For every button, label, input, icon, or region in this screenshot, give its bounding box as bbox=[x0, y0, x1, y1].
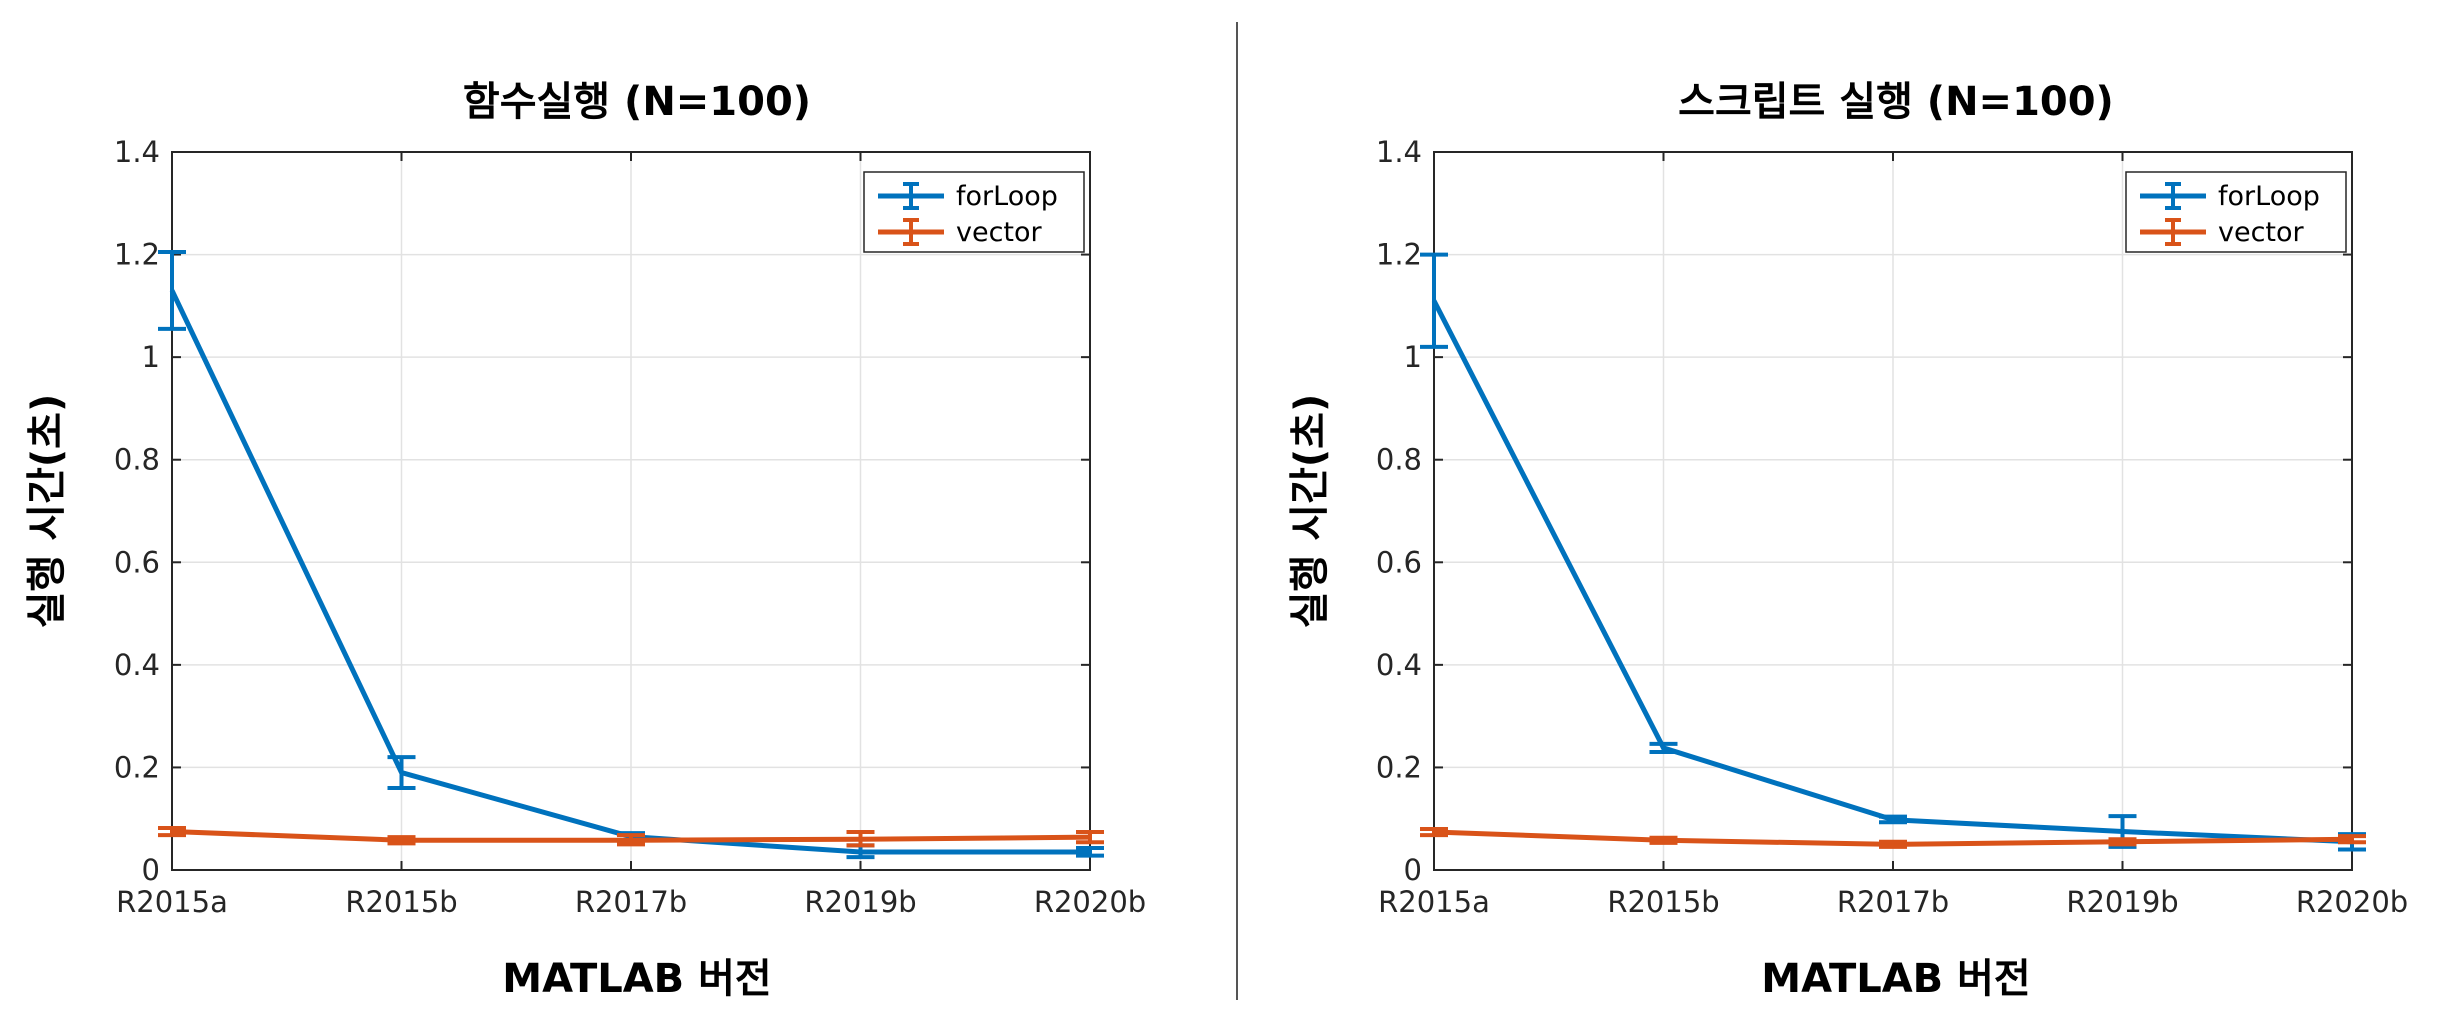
plot-area: 00.20.40.60.811.21.4 R2015a R2015b R2017b R… bbox=[1376, 135, 2408, 919]
y-tick-label: 1.2 bbox=[1376, 238, 1422, 272]
legend-label: vector bbox=[956, 217, 1043, 248]
error-bar-forLoop bbox=[1420, 252, 1448, 349]
x-tick-labels: R2015a R2015b R2017b R2019b R2020b bbox=[116, 885, 1146, 919]
y-tick-label: 0 bbox=[142, 853, 160, 887]
error-bar-vector bbox=[846, 830, 875, 848]
error-bar-vector bbox=[2338, 834, 2366, 845]
error-bar-forLoop bbox=[1879, 814, 1907, 825]
y-tick-label: 1 bbox=[142, 340, 160, 374]
legend-label: forLoop bbox=[2218, 181, 2320, 212]
error-bar-forLoop bbox=[1649, 741, 1678, 755]
legend-box bbox=[2125, 171, 2347, 253]
y-axis-label: 실행 시간(초) bbox=[24, 394, 70, 629]
x-tick-label: R2020b bbox=[2296, 885, 2408, 919]
y-tick-labels: 0 0.2 0.4 0.6 0.8 1 1.2 1.4 bbox=[1376, 135, 1422, 887]
error-bar-vector bbox=[158, 825, 186, 838]
plot-area: 00.20.40.60.811.21.4 R2015a R2015b R2017b R… bbox=[114, 135, 1146, 919]
x-tick-labels: R2015a R2015b R2017b R2019b R2020b bbox=[1378, 885, 2408, 919]
legend-label: vector bbox=[2218, 217, 2305, 248]
x-tick-label: R2015a bbox=[1378, 885, 1490, 919]
x-axis-label: MATLAB 버전 bbox=[1761, 956, 2030, 1002]
y-tick-label: 1 bbox=[1404, 340, 1422, 374]
error-bar-forLoop bbox=[158, 250, 186, 331]
legend-item-vector: vector bbox=[878, 217, 1043, 248]
x-tick-label: R2015a bbox=[116, 885, 228, 919]
error-bar-vector bbox=[387, 835, 416, 846]
y-tick-label: 0.4 bbox=[114, 648, 160, 682]
x-tick-label: R2017b bbox=[1837, 885, 1949, 919]
legend-item-vector: vector bbox=[2140, 217, 2305, 248]
x-axis-label: MATLAB 버전 bbox=[502, 956, 771, 1002]
legend-label: forLoop bbox=[956, 181, 1058, 212]
error-bar-forLoop bbox=[387, 755, 416, 790]
panel-divider bbox=[1236, 22, 1238, 1000]
legend: forLoop vector bbox=[863, 171, 1085, 253]
error-bar-vector bbox=[617, 833, 645, 847]
y-tick-label: 1.4 bbox=[1376, 135, 1422, 169]
x-tick-label: R2017b bbox=[575, 885, 687, 919]
error-bar-vector bbox=[1879, 839, 1907, 849]
x-tick-label: R2019b bbox=[2066, 885, 2178, 919]
legend: forLoop vector bbox=[2125, 171, 2347, 253]
chart-panel-right: 스크립트 실행 (N=100) 0 0.2 0.4 0.6 0.8 1 1.2 1.4 R20… bbox=[1219, 0, 2437, 1031]
chart-svg-right: 스크립트 실행 (N=100) 0 0.2 0.4 0.6 0.8 1 1.2 1.4 R20… bbox=[1287, 79, 2408, 1002]
plot-border bbox=[1433, 151, 2353, 871]
y-axis-label: 실행 시간(초) bbox=[1287, 394, 1333, 629]
legend-box bbox=[863, 171, 1085, 253]
error-bar-vector bbox=[2108, 837, 2137, 847]
y-tick-label: 0.6 bbox=[114, 545, 160, 579]
y-tick-label: 1.4 bbox=[114, 135, 160, 169]
y-tick-label: 0.6 bbox=[1376, 545, 1422, 579]
y-tick-labels: 0 0.2 0.4 0.6 0.8 1 1.2 1.4 bbox=[114, 135, 160, 887]
y-tick-label: 0.2 bbox=[114, 750, 160, 784]
series-layer bbox=[158, 250, 1104, 860]
legend-item-forLoop: forLoop bbox=[2140, 181, 2320, 212]
chart-svg-left: 함수실행 (N=100) 0 0.2 0.4 0.6 0.8 1 1.2 1.4 R2015a… bbox=[24, 79, 1146, 1002]
x-tick-label: R2019b bbox=[804, 885, 916, 919]
chart-title: 함수실행 (N=100) bbox=[463, 79, 811, 125]
error-bar-vector bbox=[1649, 835, 1678, 845]
grid-layer bbox=[171, 151, 1091, 871]
error-bar-vector bbox=[1076, 830, 1104, 845]
chart-title: 스크립트 실행 (N=100) bbox=[1678, 79, 2114, 125]
plot-border bbox=[171, 151, 1091, 871]
error-bar-vector bbox=[1420, 826, 1448, 838]
y-tick-label: 0.8 bbox=[1376, 443, 1422, 477]
x-tick-label: R2020b bbox=[1034, 885, 1146, 919]
series-layer bbox=[1420, 252, 2366, 852]
x-tick-label: R2015b bbox=[345, 885, 457, 919]
y-tick-label: 0.2 bbox=[1376, 750, 1422, 784]
chart-panel-left: 함수실행 (N=100) 0 0.2 0.4 0.6 0.8 1 1.2 1.4 R2015a… bbox=[0, 0, 1218, 1031]
y-tick-label: 1.2 bbox=[114, 238, 160, 272]
y-tick-label: 0 bbox=[1404, 853, 1422, 887]
x-tick-label: R2015b bbox=[1607, 885, 1719, 919]
legend-item-forLoop: forLoop bbox=[878, 181, 1058, 212]
y-tick-label: 0.4 bbox=[1376, 648, 1422, 682]
error-bar-forLoop bbox=[1076, 845, 1104, 858]
y-tick-label: 0.8 bbox=[114, 443, 160, 477]
